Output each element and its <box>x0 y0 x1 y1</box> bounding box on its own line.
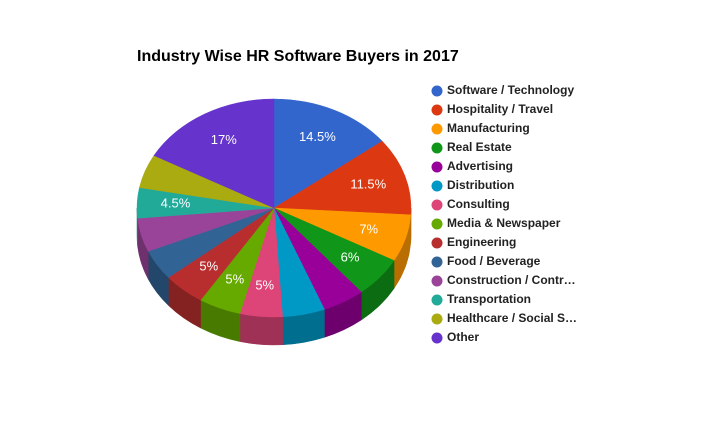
legend-label: Real Estate <box>447 140 512 154</box>
pie-tops <box>136 98 412 318</box>
slice-label: 5% <box>225 271 244 286</box>
slice-label: 7% <box>359 221 378 236</box>
legend-label: Other <box>447 330 479 344</box>
chart-title: Industry Wise HR Software Buyers in 2017 <box>137 48 459 65</box>
slice-labels: 14.5% 11.5% 7% 6% 5% 5% 5% 4.5% 17% <box>161 129 387 293</box>
legend-swatch <box>431 294 443 306</box>
legend-swatch <box>431 142 443 154</box>
legend-label: Healthcare / Social S… <box>447 311 577 325</box>
legend-label: Construction / Contr… <box>447 273 576 287</box>
legend-label: Advertising <box>447 159 513 173</box>
slice-label: 11.5% <box>350 176 386 191</box>
slice-side <box>239 313 283 346</box>
legend-swatch <box>431 199 443 211</box>
slice <box>273 140 412 216</box>
legend-swatch <box>431 161 443 173</box>
legend-swatch <box>431 313 443 325</box>
legend-swatch <box>431 123 443 135</box>
slice-label: 14.5% <box>299 129 336 144</box>
legend-swatch <box>431 275 443 287</box>
legend-swatch <box>431 237 443 249</box>
slice-label: 6% <box>341 249 360 264</box>
slice-label: 5% <box>199 258 218 273</box>
legend-label: Media & Newspaper <box>447 216 561 230</box>
legend-swatch <box>431 332 443 344</box>
legend: Software / Technology Hospitality / Trave… <box>431 83 577 344</box>
legend-swatch <box>431 256 443 268</box>
legend-label: Engineering <box>447 235 516 249</box>
legend-label: Manufacturing <box>447 121 530 135</box>
legend-label: Hospitality / Travel <box>447 102 553 116</box>
legend-label: Consulting <box>447 197 510 211</box>
legend-swatch <box>431 104 443 116</box>
legend-swatch <box>431 180 443 192</box>
slice <box>273 98 383 209</box>
slice-label: 4.5% <box>161 196 191 211</box>
legend-label: Transportation <box>447 292 531 306</box>
slice-label: 17% <box>211 132 237 147</box>
legend-swatch <box>431 218 443 230</box>
slice <box>153 98 275 209</box>
legend-swatch <box>431 85 443 97</box>
legend-label: Software / Technology <box>447 83 574 97</box>
slice-label: 5% <box>255 278 274 293</box>
legend-label: Distribution <box>447 178 514 192</box>
legend-label: Food / Beverage <box>447 254 541 268</box>
